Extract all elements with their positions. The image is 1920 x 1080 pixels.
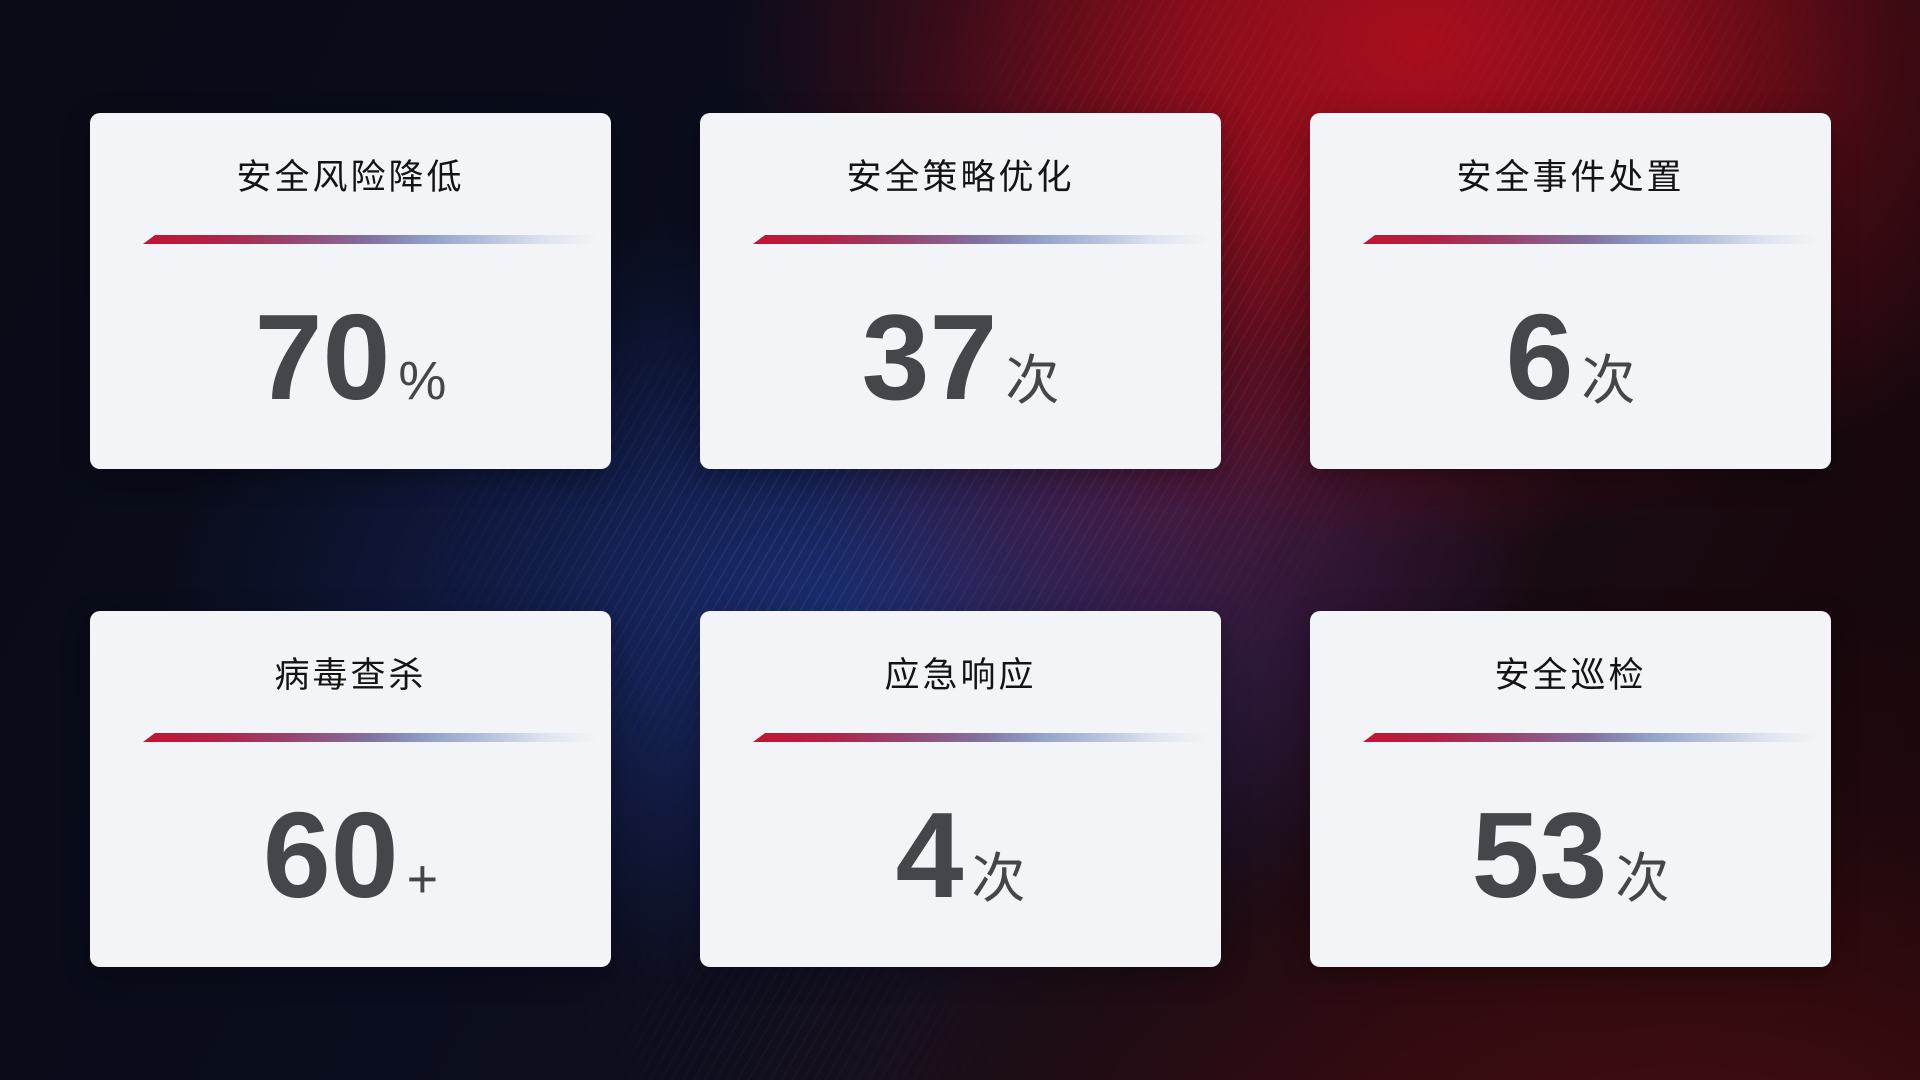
stat-unit: %	[398, 350, 447, 411]
stat-card-emergency-response: 应急响应 4 次	[700, 611, 1221, 967]
card-title: 病毒查杀	[274, 656, 427, 695]
card-title: 安全策略优化	[846, 158, 1075, 197]
stat-value-area: 6 次	[1310, 244, 1831, 469]
stat-card-policy-optimization: 安全策略优化 37 次	[700, 113, 1221, 469]
stat-number: 4	[895, 786, 964, 923]
card-title: 安全巡检	[1494, 656, 1647, 695]
stat-card-grid: 安全风险降低 70 % 安全策略优化 37 次 安全事件处置 6 次	[90, 113, 1831, 967]
stat-value-area: 53 次	[1310, 742, 1831, 967]
stat-number: 70	[254, 288, 391, 425]
card-title: 安全事件处置	[1456, 158, 1685, 197]
gradient-divider	[753, 733, 1207, 742]
stat-unit: 次	[1581, 350, 1636, 411]
stat-unit: 次	[1005, 350, 1060, 411]
stat-card-risk-reduction: 安全风险降低 70 %	[90, 113, 611, 469]
stat-unit: +	[406, 848, 439, 909]
stat-value-area: 37 次	[700, 244, 1221, 469]
stat-value-area: 60 +	[90, 742, 611, 967]
stat-value: 4 次	[896, 794, 1026, 916]
gradient-divider	[753, 235, 1207, 244]
gradient-divider	[1363, 235, 1817, 244]
stat-number: 60	[262, 786, 399, 923]
stat-value: 70 %	[255, 296, 447, 418]
stat-value: 6 次	[1506, 296, 1636, 418]
card-title: 安全风险降低	[236, 158, 465, 197]
gradient-divider	[143, 235, 597, 244]
stat-card-security-inspection: 安全巡检 53 次	[1310, 611, 1831, 967]
stat-number: 37	[861, 288, 998, 425]
stat-card-incident-handling: 安全事件处置 6 次	[1310, 113, 1831, 469]
stat-value: 60 +	[263, 794, 438, 916]
gradient-divider	[1363, 733, 1817, 742]
stat-unit: 次	[971, 848, 1026, 909]
stat-value-area: 4 次	[700, 742, 1221, 967]
stat-number: 6	[1505, 288, 1574, 425]
stat-value: 53 次	[1472, 794, 1670, 916]
gradient-divider	[143, 733, 597, 742]
stat-value: 37 次	[862, 296, 1060, 418]
card-title: 应急响应	[884, 656, 1037, 695]
stat-card-virus-scan: 病毒查杀 60 +	[90, 611, 611, 967]
stat-unit: 次	[1615, 848, 1670, 909]
stat-value-area: 70 %	[90, 244, 611, 469]
stat-number: 53	[1471, 786, 1608, 923]
